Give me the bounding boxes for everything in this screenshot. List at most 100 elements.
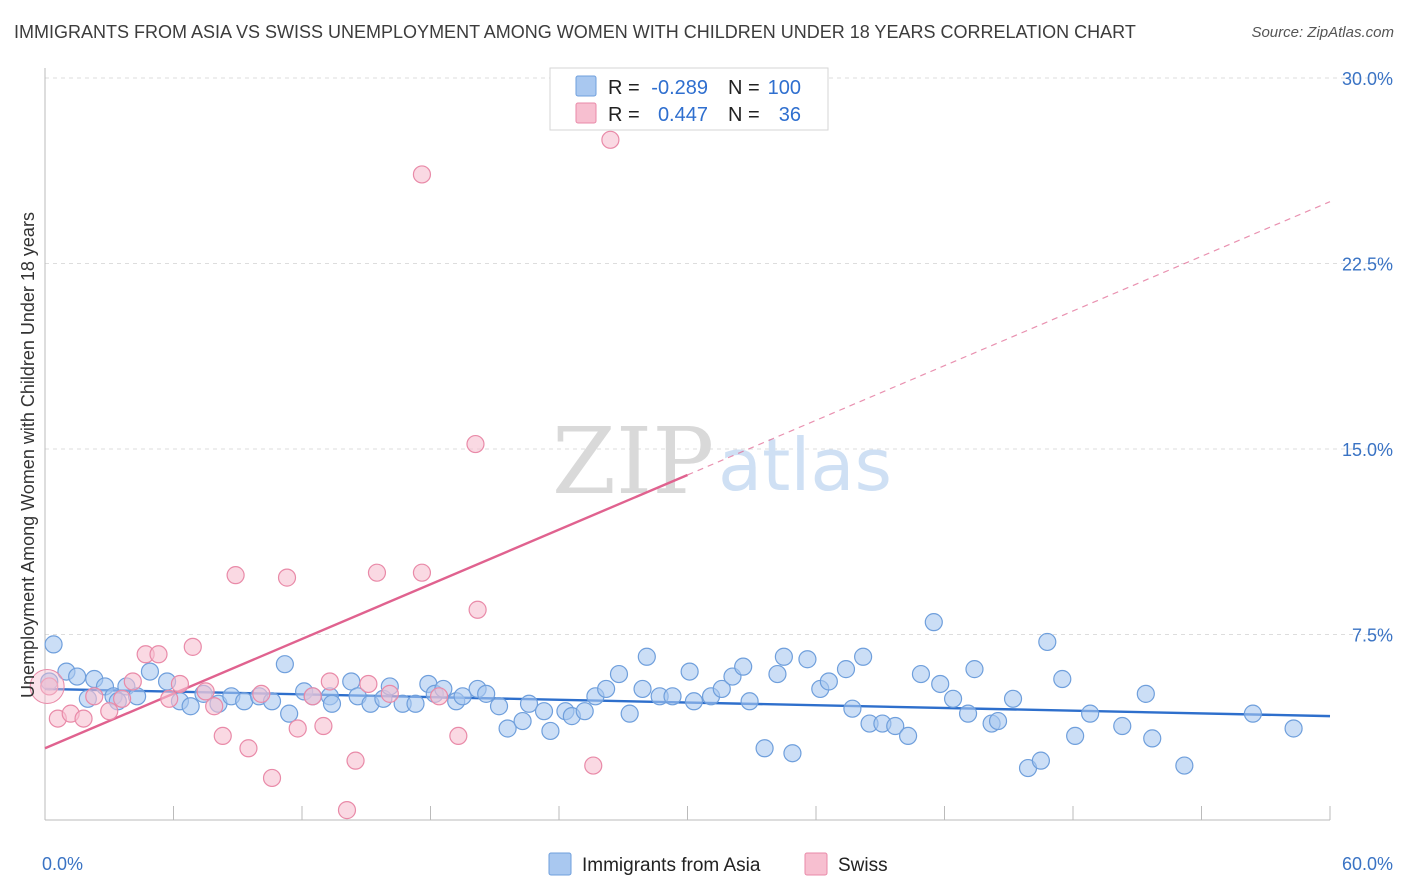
legend-swatch-asia [575, 75, 597, 97]
y-axis-label: Unemployment Among Women with Children U… [18, 212, 38, 698]
point-swiss [320, 672, 339, 691]
source-credit: Source: ZipAtlas.com [1251, 24, 1394, 41]
point-swiss [183, 637, 202, 656]
legend-r-label-asia: R = [608, 77, 640, 99]
point-asia [943, 689, 963, 708]
x-tick-label: 60.0% [1342, 854, 1393, 874]
y-tick-label: 22.5% [1342, 255, 1393, 275]
point-asia [1113, 716, 1132, 736]
tick-labels: 7.5% 15.0% 22.5% 30.0% 0.0% 60.0% [42, 69, 1393, 874]
point-asia [768, 664, 787, 684]
bottom-legend-swatch-asia [548, 852, 572, 876]
point-swiss [346, 751, 365, 770]
legend-swatch-swiss [575, 102, 597, 124]
point-asia [843, 699, 862, 718]
y-tick-label: 7.5% [1352, 626, 1393, 646]
point-swiss [466, 434, 485, 454]
point-asia [280, 704, 299, 723]
point-asia [988, 711, 1008, 731]
point-asia [898, 726, 918, 746]
point-asia [181, 697, 200, 716]
legend-n-value-asia: 100 [768, 77, 801, 99]
point-asia [597, 679, 616, 699]
point-asia [498, 719, 517, 738]
point-asia [924, 613, 943, 632]
watermark-atlas: atlas [718, 423, 892, 507]
point-asia [712, 679, 731, 699]
point-asia [633, 679, 652, 699]
point-swiss [112, 689, 132, 708]
legend-r-label-swiss: R = [608, 104, 640, 126]
point-asia [1066, 726, 1085, 746]
point-asia [477, 684, 496, 703]
bottom-legend-swatch-swiss [804, 852, 828, 876]
point-swiss [170, 674, 190, 694]
point-swiss [449, 726, 468, 746]
point-swiss [468, 600, 487, 619]
point-asia [1081, 704, 1100, 723]
y-tick-label: 30.0% [1342, 69, 1393, 89]
point-asia [44, 635, 63, 654]
point-asia [140, 662, 160, 681]
point-swiss [196, 682, 215, 701]
point-asia [931, 674, 950, 694]
chart-title: IMMIGRANTS FROM ASIA VS SWISS UNEMPLOYME… [14, 22, 1136, 42]
points-immigrants-from-asia [40, 613, 1303, 778]
point-asia [637, 647, 656, 666]
point-asia [684, 692, 704, 711]
trend-line-swiss [44, 473, 688, 750]
point-asia [886, 716, 905, 736]
grid-lines [45, 77, 1390, 635]
point-asia [680, 662, 699, 681]
point-asia [620, 704, 639, 723]
legend: R = -0.289 N = 100 R = 0.447 N = 36 [549, 67, 829, 131]
trend-line-swiss-extension [687, 201, 1331, 476]
legend-r-value-swiss: 0.447 [658, 104, 708, 126]
point-swiss [412, 563, 432, 582]
point-asia [965, 660, 984, 679]
point-swiss [288, 719, 307, 738]
point-asia [740, 692, 759, 711]
point-swiss [584, 756, 603, 775]
legend-n-value-swiss: 36 [779, 104, 801, 126]
bottom-legend-label-asia: Immigrants from Asia [582, 855, 761, 876]
point-asia [755, 739, 774, 758]
point-swiss [205, 697, 224, 716]
point-asia [609, 664, 629, 684]
point-swiss [337, 801, 357, 820]
point-asia [734, 657, 753, 676]
point-asia [1136, 684, 1155, 703]
point-swiss [412, 165, 432, 184]
point-swiss [160, 689, 179, 708]
point-asia [774, 647, 793, 666]
point-swiss [40, 677, 59, 696]
point-asia [322, 694, 342, 713]
point-swiss [367, 563, 387, 582]
point-swiss [100, 702, 119, 721]
point-swiss [359, 674, 378, 694]
point-asia [453, 687, 472, 706]
point-asia [1038, 632, 1057, 652]
point-asia [1175, 756, 1194, 775]
point-asia [1243, 704, 1263, 723]
point-asia [1053, 669, 1072, 689]
point-swiss [123, 672, 142, 691]
point-asia [489, 697, 509, 716]
point-swiss [601, 130, 620, 149]
point-asia [1284, 719, 1303, 738]
point-asia [854, 647, 873, 666]
point-asia [68, 667, 87, 686]
point-asia [663, 687, 682, 706]
bottom-legend: Immigrants from Asia Swiss [548, 852, 888, 876]
point-asia [1003, 689, 1023, 708]
legend-n-label-asia: N = [728, 77, 760, 99]
point-swiss [239, 739, 258, 758]
point-asia [406, 694, 425, 713]
point-asia [534, 702, 554, 721]
point-swiss [314, 716, 333, 736]
point-asia [575, 702, 594, 721]
point-asia [1031, 751, 1050, 770]
point-swiss [226, 566, 245, 585]
point-asia [541, 721, 560, 741]
point-asia [836, 660, 856, 679]
